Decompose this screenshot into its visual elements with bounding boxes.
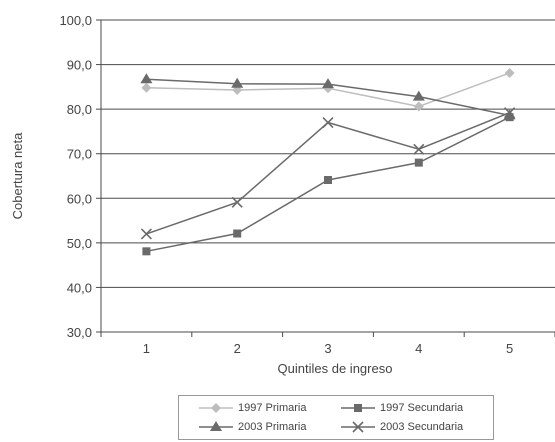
x-marker-stroke — [504, 107, 516, 119]
legend-marker — [352, 421, 364, 433]
data-point — [140, 73, 153, 84]
data-point — [412, 90, 425, 101]
data-point — [231, 77, 244, 88]
legend-swatch — [199, 421, 233, 431]
y-tick-label: 50,0 — [67, 236, 92, 251]
y-tick-label: 70,0 — [67, 147, 92, 162]
x-tick-labels: 1 2 3 4 5 — [143, 341, 513, 356]
legend-swatch — [341, 421, 375, 433]
series-1 — [141, 68, 515, 112]
y-tick-label: 60,0 — [67, 191, 92, 206]
data-point — [233, 229, 242, 238]
series-line — [146, 112, 510, 235]
x-marker-stroke — [322, 116, 334, 129]
y-tick-label: 30,0 — [67, 325, 92, 340]
x-marker-stroke — [231, 196, 243, 208]
axes — [96, 19, 555, 337]
legend-label: 2003 Primaria — [238, 421, 307, 433]
data-point — [141, 82, 152, 93]
y-tick-label: 100,0 — [59, 13, 92, 28]
x-tick-label: 4 — [415, 341, 422, 356]
series-line — [146, 116, 510, 253]
legend-item: 2003 Secundaria — [341, 419, 463, 435]
x-marker-stroke — [352, 421, 364, 433]
y-axis-label: Cobertura neta — [10, 132, 25, 219]
x-tick-label: 3 — [324, 341, 331, 356]
x-marker-stroke — [413, 143, 425, 155]
data-point — [322, 78, 334, 89]
legend-marker — [210, 421, 222, 431]
x-axis-label: Quintiles de ingreso — [278, 361, 393, 376]
series-3 — [140, 73, 516, 120]
series-4 — [140, 107, 516, 240]
x-tick-label: 1 — [143, 341, 150, 356]
y-tick-label: 80,0 — [67, 102, 92, 117]
gridlines — [101, 19, 555, 288]
legend-item: 1997 Primaria — [199, 400, 306, 416]
data-point — [322, 116, 334, 129]
y-tick-labels: 30,0 40,0 50,0 60,0 70,0 80,0 90,0 100,0 — [59, 13, 92, 340]
x-tick-label: 2 — [234, 341, 241, 356]
x-marker-stroke — [140, 228, 152, 240]
data-point — [503, 109, 516, 120]
legend-marker — [211, 403, 221, 413]
data-point — [504, 68, 515, 79]
series-2 — [142, 113, 514, 256]
data-point — [231, 196, 243, 208]
data-point — [142, 247, 151, 256]
legend-item: 2003 Primaria — [199, 419, 306, 435]
data-point — [413, 101, 424, 112]
legend-label: 2003 Secundaria — [380, 421, 464, 433]
legend-label: 1997 Primaria — [238, 402, 307, 414]
legend-item: 1997 Secundaria — [341, 400, 463, 416]
legend-label: 1997 Secundaria — [380, 402, 464, 414]
legend-marker — [354, 404, 362, 412]
y-tick-label: 90,0 — [67, 58, 92, 73]
legend-swatch — [341, 404, 375, 412]
data-point — [504, 107, 516, 119]
series-layer — [140, 68, 516, 256]
y-tick-label: 40,0 — [67, 280, 92, 295]
legend-swatch — [199, 403, 233, 413]
data-point — [414, 158, 423, 167]
data-point — [140, 228, 152, 240]
data-point — [324, 176, 332, 185]
data-point — [413, 143, 425, 155]
x-tick-label: 5 — [506, 341, 513, 356]
legend: 1997 Primaria 1997 Secundaria 2003 Primari… — [178, 395, 494, 440]
